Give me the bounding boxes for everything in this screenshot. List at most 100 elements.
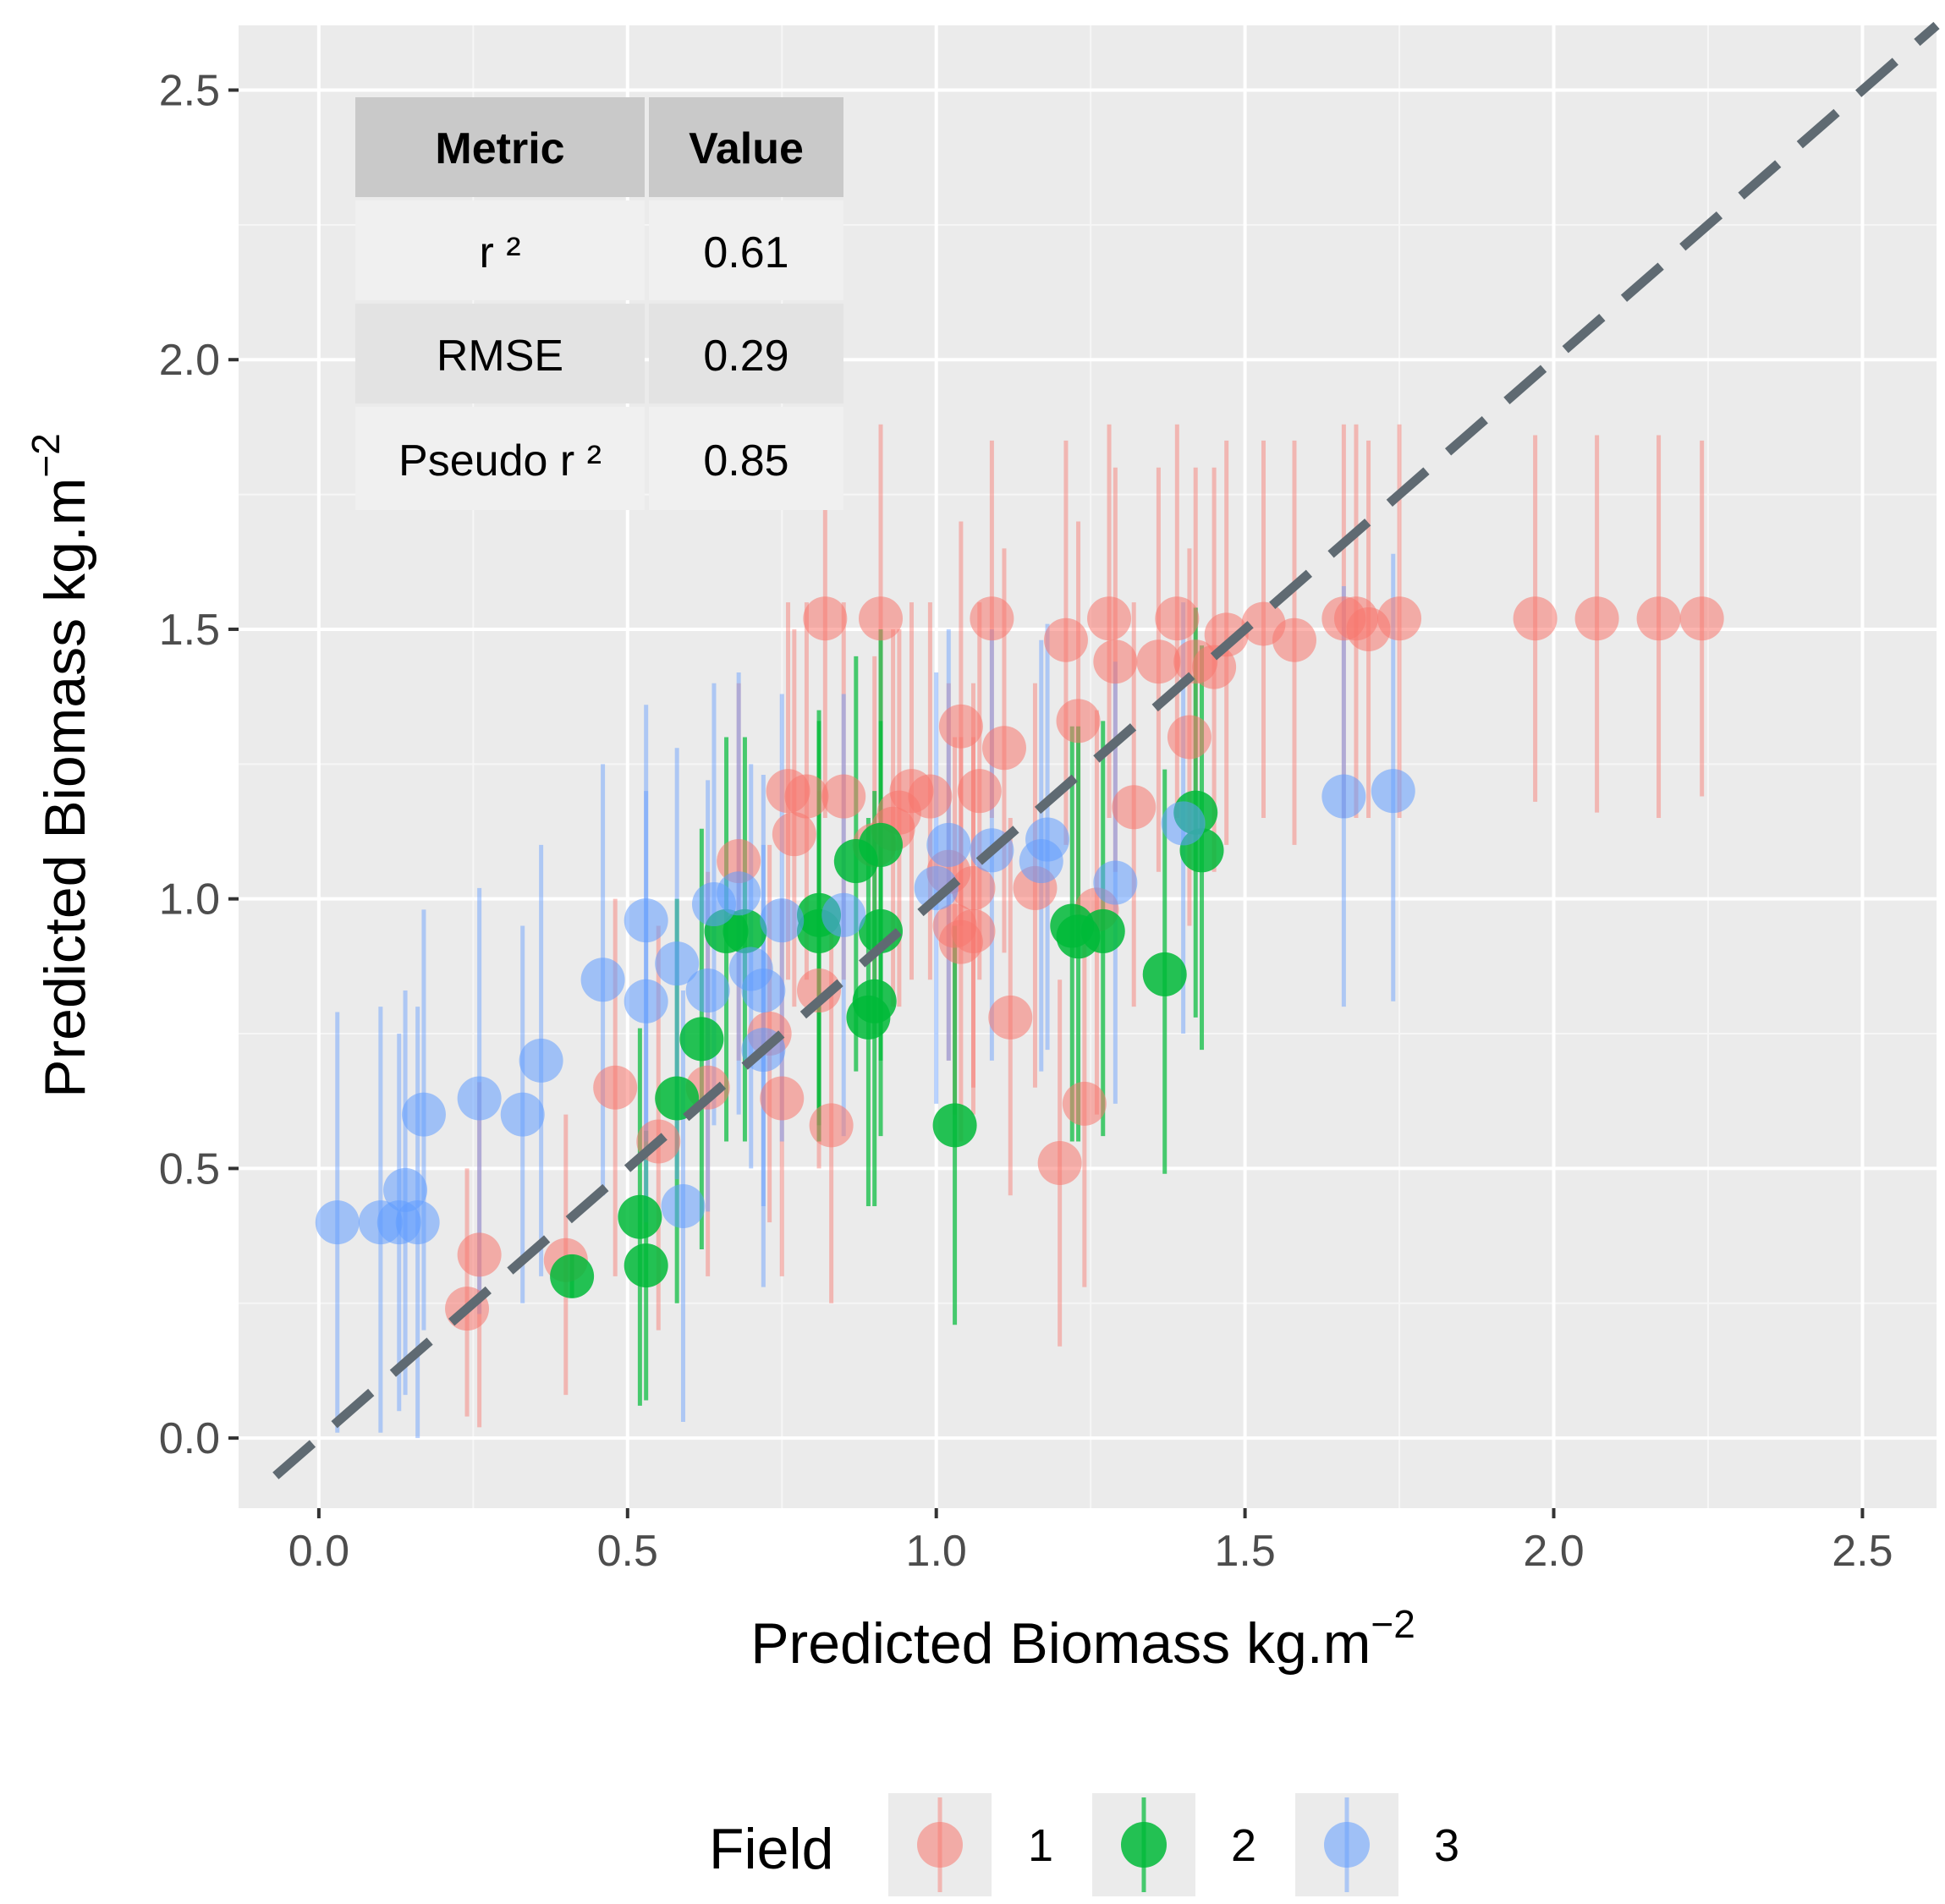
y-tick-label: 2.0 bbox=[159, 336, 220, 385]
metrics-table: Metric Value r ² 0.61 RMSE 0.29 Pseudo r… bbox=[355, 97, 843, 510]
point-field-3-0 bbox=[315, 1200, 360, 1245]
x-axis-title: Predicted Biomass kg.m−2 bbox=[750, 1602, 1415, 1676]
point-field-2-17 bbox=[1080, 908, 1125, 953]
point-field-3-29 bbox=[1321, 774, 1366, 819]
point-field-1-41 bbox=[1136, 639, 1181, 684]
y-tick-label: 0.0 bbox=[159, 1414, 220, 1463]
point-field-3-8 bbox=[519, 1038, 563, 1083]
point-field-1-17 bbox=[859, 596, 904, 641]
x-axis-title-exponent: −2 bbox=[1371, 1602, 1415, 1646]
point-field-1-39 bbox=[1093, 639, 1138, 684]
point-field-3-12 bbox=[655, 941, 700, 986]
point-field-1-6 bbox=[717, 839, 761, 884]
point-field-3-13 bbox=[661, 1184, 706, 1229]
y-tick-label: 1.0 bbox=[159, 875, 220, 925]
y-tick-labels: 0.0 0.5 1.0 1.5 2.0 2.5 bbox=[159, 66, 220, 1463]
point-field-2-13 bbox=[859, 822, 904, 867]
x-tick-labels: 0.0 0.5 1.0 1.5 2.0 2.5 bbox=[288, 1527, 1893, 1576]
table-cell-r2-label: r ² bbox=[479, 228, 520, 277]
point-field-2-18 bbox=[1142, 952, 1187, 996]
table-cell-r2-value: 0.61 bbox=[703, 228, 788, 277]
legend-label-3: 3 bbox=[1434, 1820, 1459, 1871]
table-row-1-value-bg bbox=[649, 200, 843, 300]
x-tick-label: 0.5 bbox=[597, 1527, 658, 1576]
table-cell-pseudo-r2-label: Pseudo r ² bbox=[398, 436, 602, 486]
point-field-1-11 bbox=[784, 774, 829, 819]
point-field-3-9 bbox=[580, 957, 625, 1002]
point-field-3-6 bbox=[457, 1076, 502, 1121]
point-field-3-16 bbox=[717, 871, 761, 916]
x-tick-label: 2.5 bbox=[1832, 1527, 1893, 1576]
point-field-1-10 bbox=[772, 812, 816, 857]
y-tick-label: 1.5 bbox=[159, 606, 220, 655]
y-axis-title: Predicted Biomass kg.m−2 bbox=[24, 433, 97, 1098]
point-field-1-30 bbox=[981, 726, 1026, 771]
point-field-3-20 bbox=[760, 898, 805, 943]
point-field-1-8 bbox=[760, 1076, 805, 1121]
point-field-3-28 bbox=[1161, 801, 1206, 846]
point-field-1-40 bbox=[1112, 785, 1157, 830]
point-field-1-35 bbox=[1056, 699, 1101, 743]
point-field-1-12 bbox=[797, 968, 842, 1013]
point-field-1-21 bbox=[908, 774, 953, 819]
point-field-1-46 bbox=[1204, 612, 1249, 657]
point-field-1-42 bbox=[1155, 596, 1200, 641]
point-field-3-4 bbox=[395, 1200, 440, 1245]
point-field-1-36 bbox=[1062, 1081, 1107, 1126]
point-field-2-2 bbox=[624, 1243, 668, 1288]
table-row-2-metric-bg bbox=[355, 304, 645, 403]
point-field-2-4 bbox=[679, 1017, 724, 1062]
point-field-1-31 bbox=[988, 995, 1033, 1040]
point-field-1-55 bbox=[1636, 596, 1681, 641]
point-field-2-6 bbox=[723, 908, 767, 953]
legend-key-1-marker bbox=[917, 1822, 963, 1868]
axis-ticks bbox=[228, 88, 1865, 1518]
point-field-1-3 bbox=[593, 1065, 638, 1110]
point-field-2-0 bbox=[550, 1254, 595, 1298]
point-field-3-27 bbox=[1093, 860, 1138, 905]
x-axis-title-text: Predicted Biomass kg.m bbox=[750, 1611, 1371, 1676]
point-field-1-29 bbox=[970, 596, 1014, 641]
point-field-3-14 bbox=[685, 968, 730, 1013]
point-field-1-54 bbox=[1574, 596, 1619, 641]
table-cell-pseudo-r2-value: 0.85 bbox=[703, 436, 788, 486]
point-field-3-23 bbox=[926, 822, 971, 867]
x-tick-label: 1.5 bbox=[1214, 1527, 1275, 1576]
point-field-1-14 bbox=[809, 1103, 854, 1148]
y-axis-title-text: Predicted Biomass kg.m bbox=[33, 478, 97, 1098]
point-field-3-26 bbox=[1025, 817, 1070, 862]
x-tick-label: 2.0 bbox=[1523, 1527, 1584, 1576]
point-field-3-11 bbox=[624, 898, 668, 943]
data-points bbox=[315, 596, 1724, 1331]
point-field-1-33 bbox=[1037, 1141, 1082, 1186]
point-field-1-56 bbox=[1679, 596, 1724, 641]
point-field-3-10 bbox=[624, 979, 668, 1023]
point-field-3-22 bbox=[914, 865, 959, 910]
point-field-3-7 bbox=[500, 1092, 545, 1137]
table-row-2-value-bg bbox=[649, 304, 843, 403]
identity-reference-line bbox=[272, 21, 1940, 1479]
y-axis-title-exponent: −2 bbox=[24, 433, 68, 477]
point-field-1-52 bbox=[1377, 596, 1422, 641]
table-row-1-metric-bg bbox=[355, 200, 645, 300]
point-field-2-1 bbox=[618, 1194, 662, 1239]
point-field-2-11 bbox=[852, 979, 897, 1023]
point-field-1-25 bbox=[938, 704, 983, 749]
point-field-1-26 bbox=[951, 865, 996, 910]
point-field-3-5 bbox=[401, 1092, 446, 1137]
x-tick-label: 0.0 bbox=[288, 1527, 349, 1576]
table-header-value-bg bbox=[649, 97, 843, 197]
table-header-metric: Metric bbox=[435, 124, 564, 173]
point-field-1-13 bbox=[803, 596, 848, 641]
y-tick-label: 0.5 bbox=[159, 1144, 220, 1193]
point-field-3-21 bbox=[821, 892, 866, 937]
legend-key-2-marker bbox=[1121, 1822, 1167, 1868]
legend: Field 1 2 3 bbox=[709, 1793, 1459, 1896]
point-field-1-43 bbox=[1167, 715, 1212, 760]
point-field-1-48 bbox=[1272, 617, 1316, 662]
point-field-3-30 bbox=[1371, 769, 1415, 814]
table-header-metric-bg bbox=[355, 97, 645, 197]
legend-key-3-marker bbox=[1324, 1822, 1370, 1868]
point-field-1-15 bbox=[821, 774, 866, 819]
